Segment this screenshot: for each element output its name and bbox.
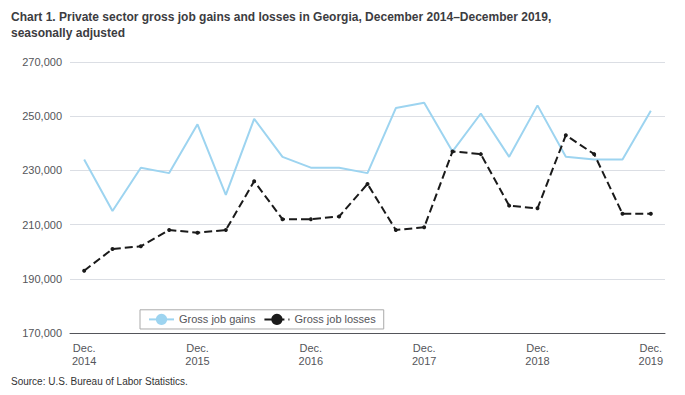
svg-text:170,000: 170,000 bbox=[22, 327, 62, 339]
svg-text:2017: 2017 bbox=[412, 355, 436, 367]
svg-text:2016: 2016 bbox=[299, 355, 323, 367]
svg-text:Gross job gains: Gross job gains bbox=[179, 313, 256, 325]
svg-text:Dec.: Dec. bbox=[186, 342, 209, 354]
svg-text:Dec.: Dec. bbox=[73, 342, 96, 354]
svg-text:230,000: 230,000 bbox=[22, 164, 62, 176]
svg-text:250,000: 250,000 bbox=[22, 110, 62, 122]
svg-text:Dec.: Dec. bbox=[300, 342, 323, 354]
svg-text:Source: U.S. Bureau of Labor S: Source: U.S. Bureau of Labor Statistics. bbox=[11, 376, 188, 387]
svg-text:2018: 2018 bbox=[525, 355, 549, 367]
svg-text:seasonally adjusted: seasonally adjusted bbox=[11, 26, 125, 40]
svg-text:2015: 2015 bbox=[185, 355, 209, 367]
svg-text:210,000: 210,000 bbox=[22, 219, 62, 231]
svg-text:Dec.: Dec. bbox=[526, 342, 549, 354]
svg-text:270,000: 270,000 bbox=[22, 56, 62, 68]
svg-text:Dec.: Dec. bbox=[640, 342, 663, 354]
svg-text:Gross job losses: Gross job losses bbox=[294, 313, 376, 325]
svg-text:190,000: 190,000 bbox=[22, 273, 62, 285]
svg-text:2014: 2014 bbox=[72, 355, 96, 367]
svg-text:Chart 1. Private sector gross: Chart 1. Private sector gross job gains … bbox=[11, 10, 551, 24]
svg-text:2019: 2019 bbox=[639, 355, 663, 367]
svg-text:Dec.: Dec. bbox=[413, 342, 436, 354]
